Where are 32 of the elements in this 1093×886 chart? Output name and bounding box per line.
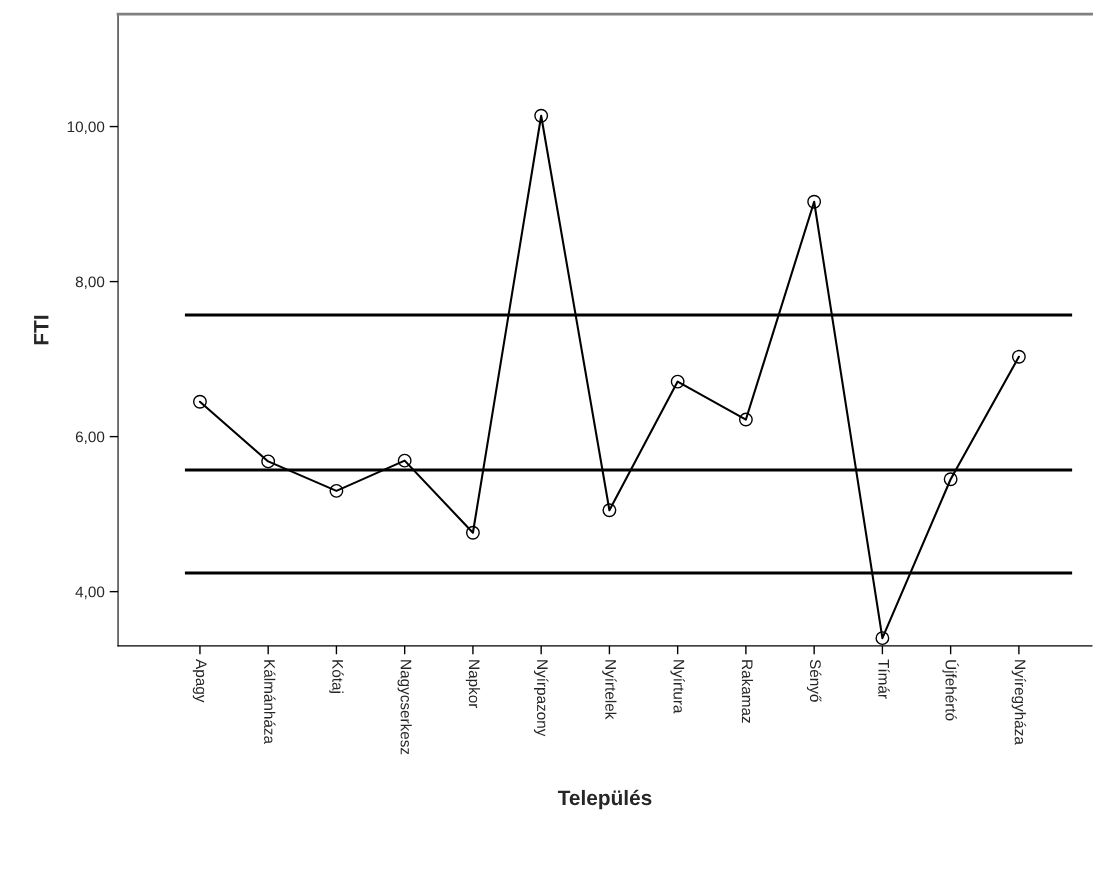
x-tick-label: Kálmánháza xyxy=(264,660,276,745)
x-tick-label: Sényő xyxy=(806,659,822,702)
x-tick-label: Tímár xyxy=(878,659,890,699)
x-tick-label: Nyírpazony xyxy=(533,660,549,737)
point xyxy=(534,108,549,123)
x-tick-label: Nyírtura xyxy=(670,660,685,714)
point xyxy=(329,483,344,498)
point xyxy=(670,374,685,389)
x-tick-label: Nagycserkesz xyxy=(397,660,412,755)
point xyxy=(943,472,958,487)
point xyxy=(192,394,207,409)
x-tick-label: Nyíregyháza xyxy=(1011,660,1027,745)
x-tick-label: Kótaj xyxy=(329,660,344,693)
y-axis-title: FTI xyxy=(34,315,49,345)
point xyxy=(1011,349,1026,364)
point xyxy=(465,525,480,540)
point xyxy=(602,503,617,518)
x-tick-label: Nyírtelek xyxy=(602,660,617,720)
y-tick-label: 4,00 xyxy=(75,586,105,600)
point xyxy=(807,194,822,209)
x-tick-label: Apagy xyxy=(192,659,207,703)
y-tick-label: 10,00 xyxy=(67,121,105,135)
x-tick-label: Rakamaz xyxy=(741,660,754,723)
point xyxy=(875,631,890,646)
x-tick-label: Napkor xyxy=(465,660,481,709)
y-tick-label: 8,00 xyxy=(75,276,105,290)
y-tick-label: 6,00 xyxy=(75,431,105,445)
point xyxy=(397,453,412,468)
x-axis-title: Település xyxy=(557,789,652,810)
point xyxy=(738,412,753,427)
x-tick-label: Újfehértó xyxy=(942,660,959,721)
point xyxy=(261,454,276,469)
